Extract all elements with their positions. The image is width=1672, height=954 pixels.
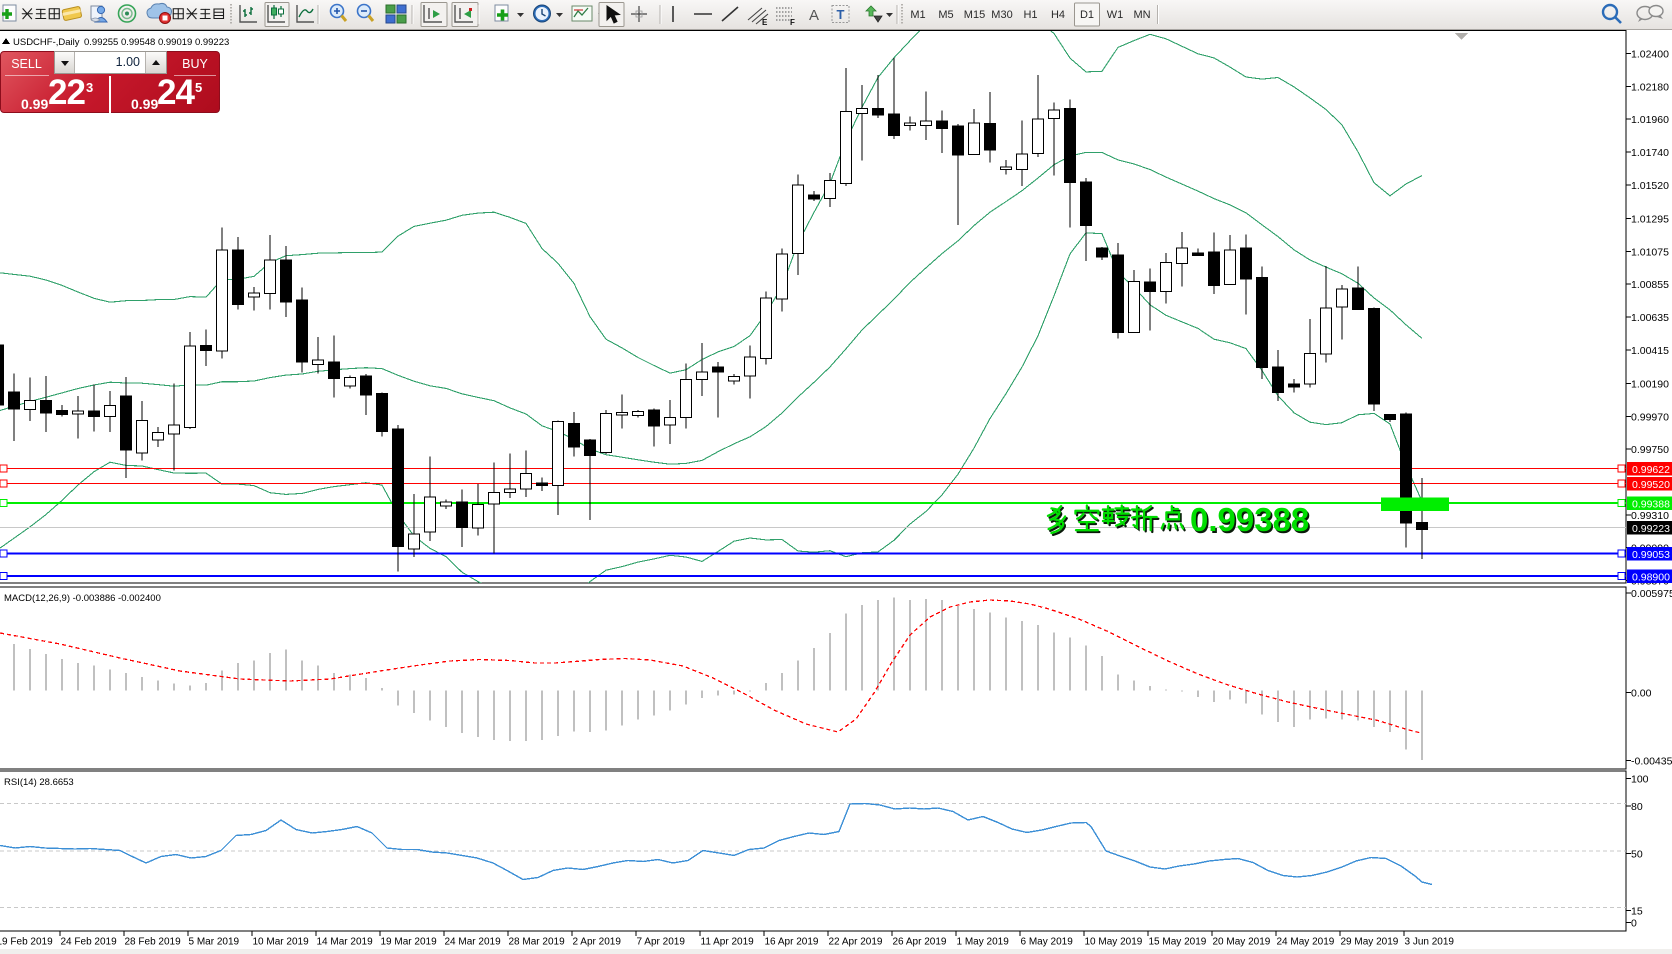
svg-text:50: 50 (1631, 849, 1643, 861)
svg-text:100: 100 (1631, 774, 1649, 786)
svg-text:6 May 2019: 6 May 2019 (1021, 937, 1074, 948)
svg-text:15: 15 (1631, 906, 1643, 918)
svg-text:H1: H1 (1023, 9, 1037, 21)
svg-text:0.005975: 0.005975 (1631, 588, 1672, 600)
svg-text:11 Apr 2019: 11 Apr 2019 (701, 937, 755, 948)
svg-text:D1: D1 (1080, 9, 1094, 21)
svg-text:0.99388: 0.99388 (1632, 499, 1670, 511)
svg-text:28 Feb 2019: 28 Feb 2019 (125, 937, 182, 948)
svg-text:1.02400: 1.02400 (1631, 49, 1669, 61)
svg-text:3 Jun 2019: 3 Jun 2019 (1405, 937, 1455, 948)
svg-text:MACD(12,26,9) -0.003886 -0.002: MACD(12,26,9) -0.003886 -0.002400 (4, 593, 161, 604)
svg-text:80: 80 (1631, 801, 1643, 813)
svg-text:0.99520: 0.99520 (1632, 479, 1670, 491)
svg-text:10 Mar 2019: 10 Mar 2019 (253, 937, 310, 948)
svg-text:H4: H4 (1051, 9, 1065, 21)
svg-text:1.00855: 1.00855 (1631, 279, 1669, 291)
svg-text:29 May 2019: 29 May 2019 (1341, 937, 1399, 948)
svg-text:19 Feb 2019: 19 Feb 2019 (0, 937, 53, 948)
svg-text:MN: MN (1133, 9, 1150, 21)
svg-text:22 Apr 2019: 22 Apr 2019 (829, 937, 883, 948)
svg-text:A: A (809, 7, 819, 24)
svg-text:-0.004355: -0.004355 (1631, 756, 1672, 768)
svg-text:M5: M5 (938, 9, 953, 21)
svg-text:26 Apr 2019: 26 Apr 2019 (893, 937, 947, 948)
svg-text:USDCHF-,Daily: USDCHF-,Daily (13, 37, 80, 48)
svg-text:M30: M30 (991, 9, 1012, 21)
svg-text:14 Mar 2019: 14 Mar 2019 (317, 937, 374, 948)
svg-text:2 Apr 2019: 2 Apr 2019 (573, 937, 622, 948)
svg-text:1.01075: 1.01075 (1631, 246, 1669, 258)
svg-text:0.99310: 0.99310 (1631, 510, 1669, 522)
svg-text:0.99622: 0.99622 (1632, 464, 1670, 476)
svg-text:0.99388: 0.99388 (1192, 503, 1311, 540)
svg-text:0.99388: 0.99388 (1190, 501, 1309, 538)
svg-text:1.00415: 1.00415 (1631, 345, 1669, 357)
svg-text:1.01520: 1.01520 (1631, 180, 1669, 192)
svg-text:1 May 2019: 1 May 2019 (957, 937, 1010, 948)
svg-text:0.98900: 0.98900 (1632, 572, 1670, 584)
svg-text:T: T (837, 7, 845, 22)
svg-text:0.00: 0.00 (1631, 688, 1652, 700)
svg-text:7 Apr 2019: 7 Apr 2019 (637, 937, 686, 948)
svg-text:28 Mar 2019: 28 Mar 2019 (509, 937, 566, 948)
svg-text:1.01960: 1.01960 (1631, 114, 1669, 126)
svg-text:1.01295: 1.01295 (1631, 214, 1669, 226)
svg-text:16 Apr 2019: 16 Apr 2019 (765, 937, 819, 948)
svg-text:10 May 2019: 10 May 2019 (1085, 937, 1143, 948)
svg-text:24 Feb 2019: 24 Feb 2019 (61, 937, 118, 948)
svg-text:RSI(14) 28.6653: RSI(14) 28.6653 (4, 777, 74, 788)
svg-text:15 May 2019: 15 May 2019 (1149, 937, 1207, 948)
svg-text:1.00635: 1.00635 (1631, 312, 1669, 324)
svg-text:1.00190: 1.00190 (1631, 379, 1669, 391)
svg-text:24 Mar 2019: 24 Mar 2019 (445, 937, 502, 948)
svg-text:0.99255 0.99548 0.99019 0.9922: 0.99255 0.99548 0.99019 0.99223 (84, 37, 229, 48)
svg-text:5 Mar 2019: 5 Mar 2019 (189, 937, 240, 948)
svg-text:20 May 2019: 20 May 2019 (1213, 937, 1271, 948)
svg-text:0.99970: 0.99970 (1631, 411, 1669, 423)
svg-text:M1: M1 (910, 9, 925, 21)
svg-text:0: 0 (1631, 918, 1637, 930)
svg-text:W1: W1 (1107, 9, 1124, 21)
svg-text:M15: M15 (964, 9, 985, 21)
svg-text:24 May 2019: 24 May 2019 (1277, 937, 1335, 948)
svg-text:E: E (762, 18, 768, 27)
svg-text:0.99053: 0.99053 (1632, 549, 1670, 561)
svg-text:F: F (790, 18, 795, 27)
svg-text:0.99223: 0.99223 (1632, 523, 1670, 535)
svg-text:1.01740: 1.01740 (1631, 147, 1669, 159)
svg-text:1.02180: 1.02180 (1631, 81, 1669, 93)
svg-text:19 Mar 2019: 19 Mar 2019 (381, 937, 438, 948)
svg-text:0.99750: 0.99750 (1631, 444, 1669, 456)
